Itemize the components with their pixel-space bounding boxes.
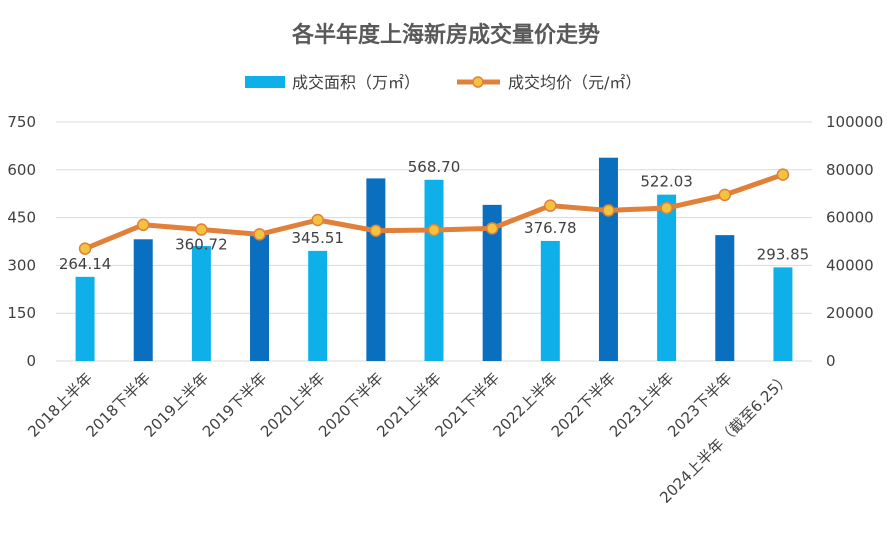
price-point — [312, 214, 323, 225]
legend-bar-swatch — [245, 76, 285, 88]
price-point — [777, 169, 788, 180]
bar — [366, 178, 385, 361]
left-tick-label: 0 — [26, 352, 36, 370]
bar — [599, 158, 618, 361]
price-point — [254, 229, 265, 240]
left-tick-label: 600 — [7, 161, 36, 179]
right-tick-label: 100000 — [826, 113, 883, 131]
bar — [134, 239, 153, 361]
left-tick-label: 450 — [7, 209, 36, 227]
data-label: 376.78 — [524, 219, 577, 237]
legend-line-label: 成交均价（元/㎡） — [508, 73, 641, 92]
data-label: 345.51 — [291, 229, 344, 247]
right-tick-label: 20000 — [826, 304, 874, 322]
data-label: 264.14 — [59, 255, 112, 273]
bar — [773, 267, 792, 361]
price-point — [80, 243, 91, 254]
right-tick-label: 80000 — [826, 161, 874, 179]
bar — [715, 235, 734, 361]
x-axis: 2018上半年2018下半年2019上半年2019下半年2020上半年2020下… — [24, 369, 793, 507]
data-label: 522.03 — [640, 173, 693, 191]
left-axis: 0 150 300 450 600 750 — [7, 113, 36, 370]
bar — [308, 251, 327, 361]
data-label: 360.72 — [175, 236, 228, 254]
data-label: 293.85 — [757, 245, 810, 263]
price-point — [196, 224, 207, 235]
right-tick-label: 0 — [826, 352, 836, 370]
price-point — [138, 219, 149, 230]
price-point — [370, 225, 381, 236]
left-tick-label: 300 — [7, 256, 36, 274]
bar — [425, 180, 444, 361]
price-point — [661, 203, 672, 214]
bar — [192, 246, 211, 361]
price-point — [487, 223, 498, 234]
data-label: 568.70 — [408, 158, 461, 176]
legend: 成交面积（万㎡） 成交均价（元/㎡） — [245, 73, 641, 92]
price-point — [429, 225, 440, 236]
bar — [541, 241, 560, 361]
left-tick-label: 750 — [7, 113, 36, 131]
legend-line-marker — [473, 77, 483, 87]
right-tick-label: 40000 — [826, 256, 874, 274]
price-point — [545, 200, 556, 211]
chart-title: 各半年度上海新房成交量价走势 — [291, 22, 600, 48]
price-point — [603, 205, 614, 216]
bar — [657, 195, 676, 361]
bar — [250, 234, 269, 361]
price-point — [719, 189, 730, 200]
legend-bar-label: 成交面积（万㎡） — [292, 73, 420, 92]
left-tick-label: 150 — [7, 304, 36, 322]
bar — [76, 277, 95, 361]
right-axis: 0 20000 40000 60000 80000 100000 — [826, 113, 883, 370]
right-tick-label: 60000 — [826, 209, 874, 227]
